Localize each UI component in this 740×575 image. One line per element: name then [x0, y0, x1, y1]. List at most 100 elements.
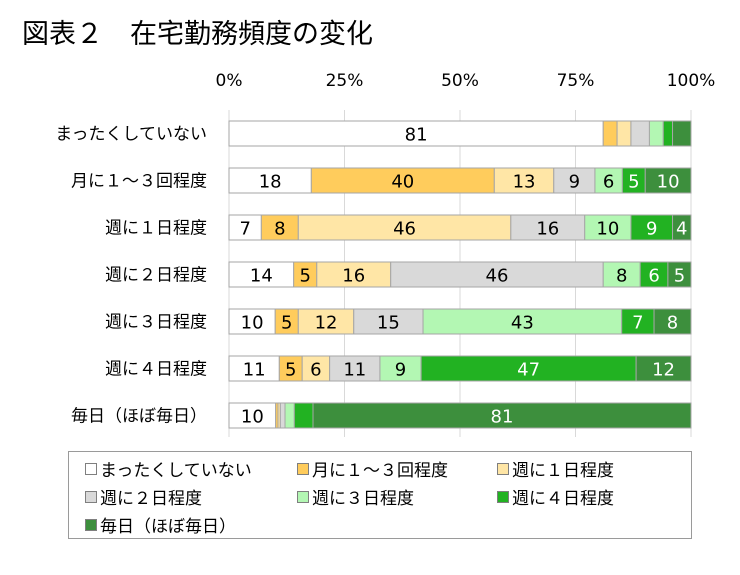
legend-item: 週に２日程度: [85, 484, 202, 509]
data-label: 8: [667, 313, 678, 334]
legend-swatch: [85, 490, 97, 503]
legend-swatch: [85, 518, 97, 531]
bar-segment: [312, 402, 692, 429]
x-tick-label: 50%: [441, 71, 479, 91]
legend-item: 毎日（ほぼ毎日）: [85, 512, 236, 537]
legend: まったくしていない 月に１～３回程度 週に１日程度週に２日程度 週に３日程度 週に４日程…: [68, 451, 692, 539]
category-label: 週に３日程度: [105, 313, 207, 333]
category-label: 月に１～３回程度: [71, 172, 207, 192]
legend-swatch: [297, 490, 309, 503]
data-label: 5: [674, 266, 685, 287]
bar-segment: [672, 120, 692, 147]
legend-label: 週に２日程度: [100, 489, 202, 509]
bar-segment: [648, 120, 664, 147]
category-label: まったくしていない: [55, 125, 207, 145]
data-label: 6: [648, 266, 659, 287]
bar-segment: [621, 308, 655, 335]
data-label: 9: [395, 360, 406, 381]
data-label: 11: [343, 360, 366, 381]
bar-segment: [379, 355, 422, 382]
category-label: 毎日（ほぼ毎日）: [71, 407, 207, 427]
bar-segment: [602, 120, 618, 147]
data-label: 40: [391, 172, 414, 193]
data-label: 43: [511, 313, 534, 334]
bar-segment: [228, 355, 280, 382]
bar-segment: [422, 308, 623, 335]
data-label: 7: [632, 313, 643, 334]
stacked-bar-chart: 0% 25% 50% 75% 100% まったくしていない 81 月に１～３回程度 18 40 13…: [55, 71, 716, 437]
data-label: 13: [513, 172, 536, 193]
data-label: 10: [241, 313, 264, 334]
data-label: 47: [517, 360, 540, 381]
data-label: 46: [486, 266, 509, 287]
bar-segment: [297, 214, 512, 241]
data-label: 8: [616, 266, 627, 287]
legend-item: 週に３日程度: [297, 484, 414, 509]
data-label: 81: [491, 407, 514, 428]
x-tick-label: 0%: [216, 71, 243, 91]
bar-segment: [228, 261, 295, 288]
legend-swatch: [297, 462, 309, 475]
data-label: 81: [405, 125, 428, 146]
data-label: 4: [676, 219, 687, 240]
bar-segment: [644, 167, 692, 194]
bar-segment: [653, 308, 692, 335]
bar-segment: [260, 214, 299, 241]
bar-segment: [510, 214, 586, 241]
data-label: 15: [377, 313, 400, 334]
legend-item: まったくしていない: [85, 456, 252, 481]
legend-label: 週に３日程度: [312, 489, 414, 509]
data-label: 10: [596, 219, 619, 240]
category-label: 週に４日程度: [105, 360, 207, 380]
bar-segment: [316, 261, 392, 288]
legend-label: 毎日（ほぼ毎日）: [100, 517, 236, 537]
data-label: 6: [603, 172, 614, 193]
legend-label: 月に１～３回程度: [312, 461, 448, 481]
bar-segment: [635, 355, 692, 382]
bar-segment: [662, 120, 674, 147]
data-label: 16: [342, 266, 365, 287]
data-label: 5: [281, 313, 292, 334]
bar-segment: [353, 308, 424, 335]
legend-swatch: [497, 490, 509, 503]
chart-title: 図表２ 在宅勤務頻度の変化: [22, 19, 373, 50]
data-label: 9: [569, 172, 580, 193]
bar-segment: [667, 261, 692, 288]
legend-swatch: [497, 462, 509, 475]
bar-segment: [228, 308, 276, 335]
legend-swatch: [85, 462, 97, 475]
data-label: 6: [310, 360, 321, 381]
legend-item: 週に１日程度: [497, 456, 614, 481]
legend-item: 週に４日程度: [497, 484, 614, 509]
bar-segment: [594, 167, 623, 194]
data-label: 14: [250, 266, 273, 287]
bar-segment: [279, 402, 286, 429]
bar-segment: [293, 402, 314, 429]
bar-segment: [228, 167, 312, 194]
bar-segment: [630, 214, 674, 241]
bar-segment: [228, 402, 277, 429]
data-label: 16: [536, 219, 559, 240]
data-label: 10: [657, 172, 680, 193]
bar-segment: [420, 355, 637, 382]
bar-segment: [584, 214, 632, 241]
data-label: 10: [241, 407, 264, 428]
data-label: 9: [646, 219, 657, 240]
bar-segment: [672, 214, 692, 241]
legend-item: 月に１～３回程度: [297, 456, 448, 481]
data-label: 8: [274, 219, 285, 240]
category-label: 週に２日程度: [105, 266, 207, 286]
legend-label: 週に４日程度: [512, 489, 614, 509]
data-label: 5: [285, 360, 296, 381]
x-tick-label: 75%: [557, 71, 595, 91]
data-label: 5: [628, 172, 639, 193]
data-label: 11: [243, 360, 266, 381]
data-label: 12: [652, 360, 675, 381]
data-label: 18: [259, 172, 282, 193]
bar-segment: [639, 261, 669, 288]
bar-segment: [228, 120, 604, 147]
data-label: 46: [393, 219, 416, 240]
legend-label: 週に１日程度: [512, 461, 614, 481]
x-tick-label: 100%: [667, 71, 716, 91]
legend-label: まったくしていない: [100, 461, 252, 481]
